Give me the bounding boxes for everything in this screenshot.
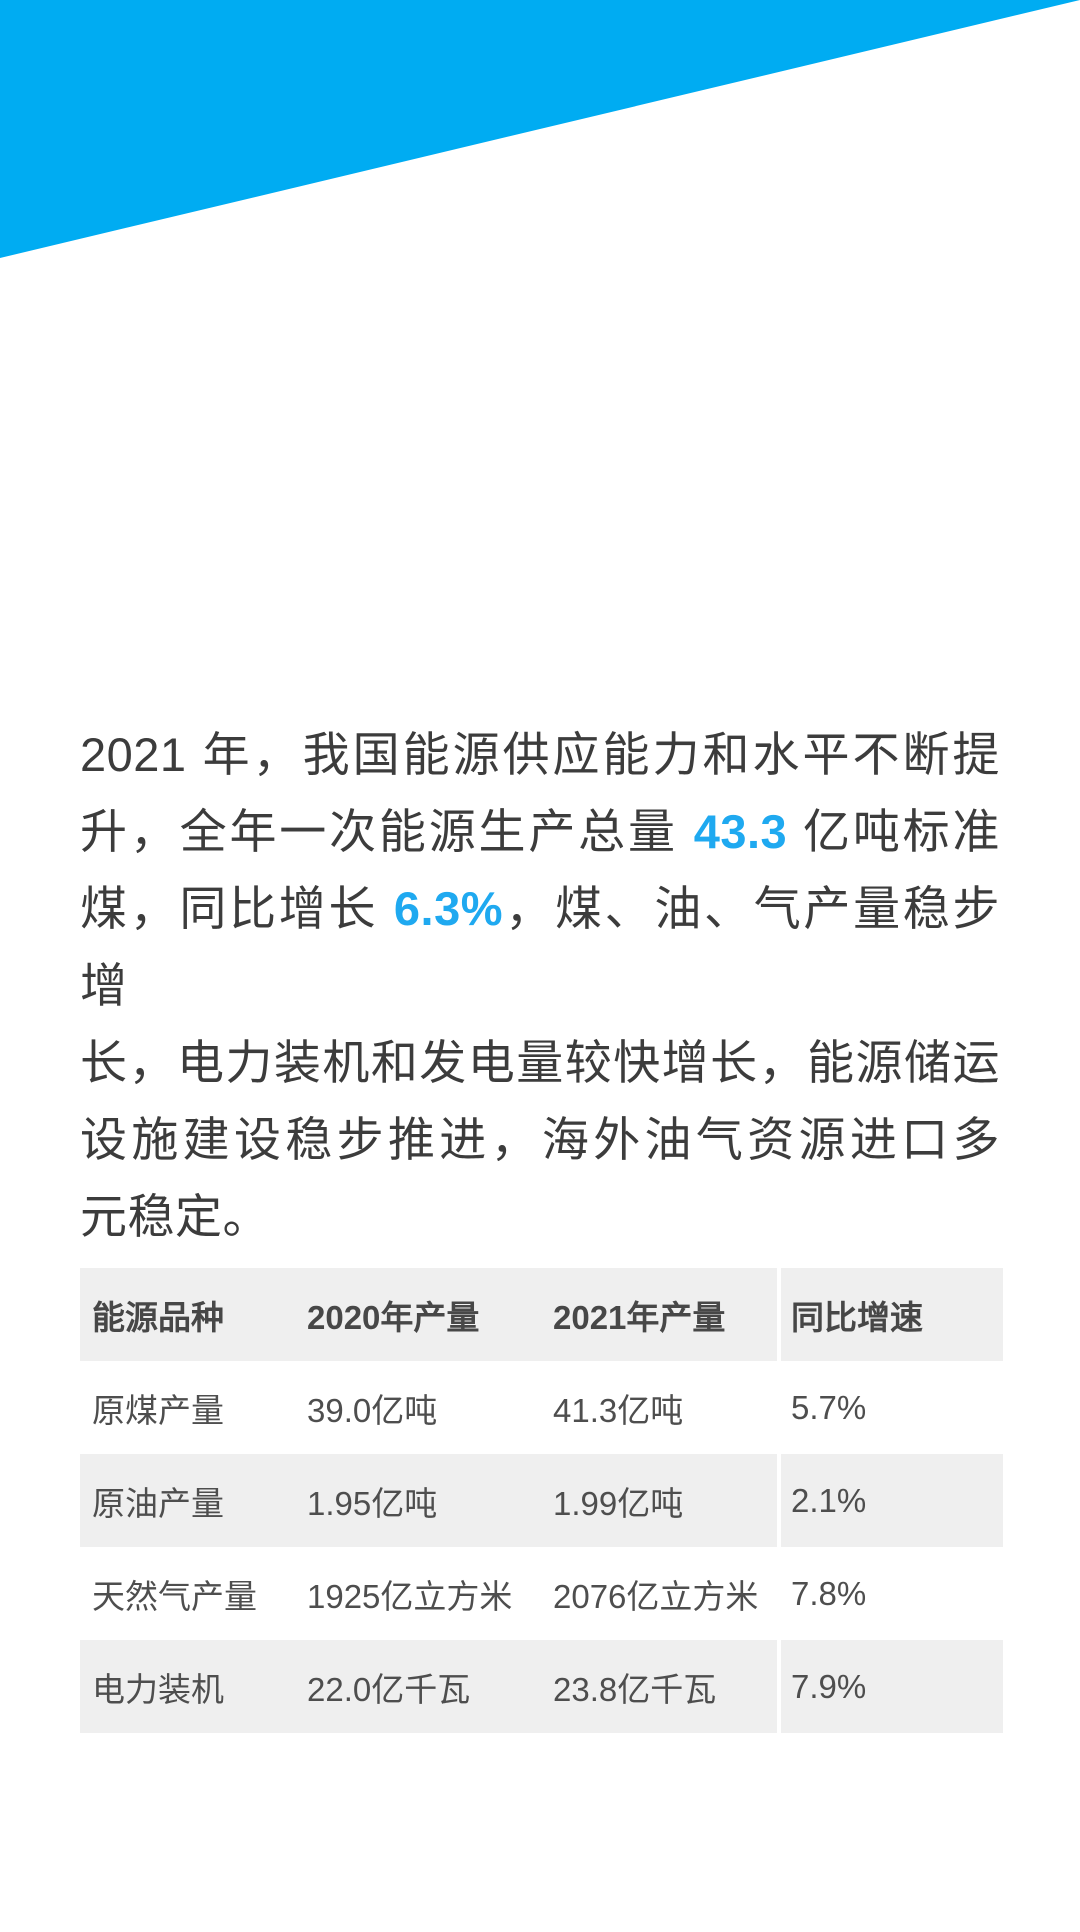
paragraph-line: 元稳定。 [80, 1178, 1000, 1255]
table-row: 原煤产量 39.0亿吨 41.3亿吨 5.7% [80, 1361, 1003, 1454]
table-cell: 23.8亿千瓦 [553, 1670, 717, 1708]
text-run: 煤，同比增长 [80, 882, 394, 935]
table-cell: 5.7% [777, 1361, 1003, 1454]
hero-triangle-banner [0, 0, 1080, 258]
header-cell: 能源品种 [92, 1298, 224, 1336]
table-row: 电力装机 22.0亿千瓦 23.8亿千瓦 7.9% [80, 1640, 1003, 1733]
text-run: 长，电力装机和发电量较快增长，能源储运 [80, 1036, 1000, 1089]
table-cell: 2.1% [777, 1454, 1003, 1547]
text-run: 升，全年一次能源生产总量 [80, 805, 694, 858]
text-run: 亿吨标准 [787, 805, 1000, 858]
table-cell: 22.0亿千瓦 [307, 1670, 471, 1708]
text-run: ，煤、油、气产量稳步增 [80, 882, 1001, 1012]
header-cell: 2021年产量 [553, 1298, 726, 1336]
table-cell: 原油产量 [92, 1484, 224, 1522]
paragraph-line: 升，全年一次能源生产总量 43.3 亿吨标准 [80, 793, 1000, 870]
paragraph-line: 设施建设稳步推进，海外油气资源进口多 [80, 1101, 1000, 1178]
energy-table: 能源品种 2020年产量 2021年产量 同比增速 原煤产量 39.0亿吨 41.3亿吨 5… [80, 1268, 1003, 1733]
table-cell: 1.95亿吨 [307, 1484, 438, 1522]
table-row: 天然气产量 1925亿立方米 2076亿立方米 7.8% [80, 1547, 1003, 1640]
table-cell: 1925亿立方米 [307, 1577, 513, 1615]
highlight-value: 43.3 [693, 805, 788, 858]
header-cell: 同比增速 [777, 1268, 1003, 1361]
text-run: 设施建设稳步推进，海外油气资源进口多 [80, 1113, 1000, 1166]
highlight-value: 6.3% [393, 882, 504, 935]
intro-paragraph: 2021 年，我国能源供应能力和水平不断提 升，全年一次能源生产总量 43.3 亿… [80, 716, 1000, 1255]
table-cell: 天然气产量 [92, 1577, 257, 1615]
header-cell: 2020年产量 [307, 1298, 480, 1336]
paragraph-line: 2021 年，我国能源供应能力和水平不断提 [80, 716, 1000, 793]
table-header-row: 能源品种 2020年产量 2021年产量 同比增速 [80, 1268, 1003, 1361]
table-cell: 41.3亿吨 [553, 1391, 684, 1429]
table-body: 原煤产量 39.0亿吨 41.3亿吨 5.7% 原油产量 1.95亿吨 1.99亿吨 2.1%… [80, 1361, 1003, 1733]
paragraph-line: 煤，同比增长 6.3%，煤、油、气产量稳步增 [80, 870, 1000, 1024]
table-cell: 2076亿立方米 [553, 1577, 759, 1615]
paragraph-line: 长，电力装机和发电量较快增长，能源储运 [80, 1024, 1000, 1101]
table-cell: 7.8% [777, 1547, 1003, 1640]
table-cell: 电力装机 [92, 1670, 224, 1708]
text-run: 元稳定。 [80, 1190, 270, 1243]
text-run: 2021 年，我国能源供应能力和水平不断提 [80, 728, 1000, 781]
table-cell: 1.99亿吨 [553, 1484, 684, 1522]
table-cell: 39.0亿吨 [307, 1391, 438, 1429]
table-cell: 7.9% [777, 1640, 1003, 1733]
table-cell: 原煤产量 [92, 1391, 224, 1429]
table-row: 原油产量 1.95亿吨 1.99亿吨 2.1% [80, 1454, 1003, 1547]
